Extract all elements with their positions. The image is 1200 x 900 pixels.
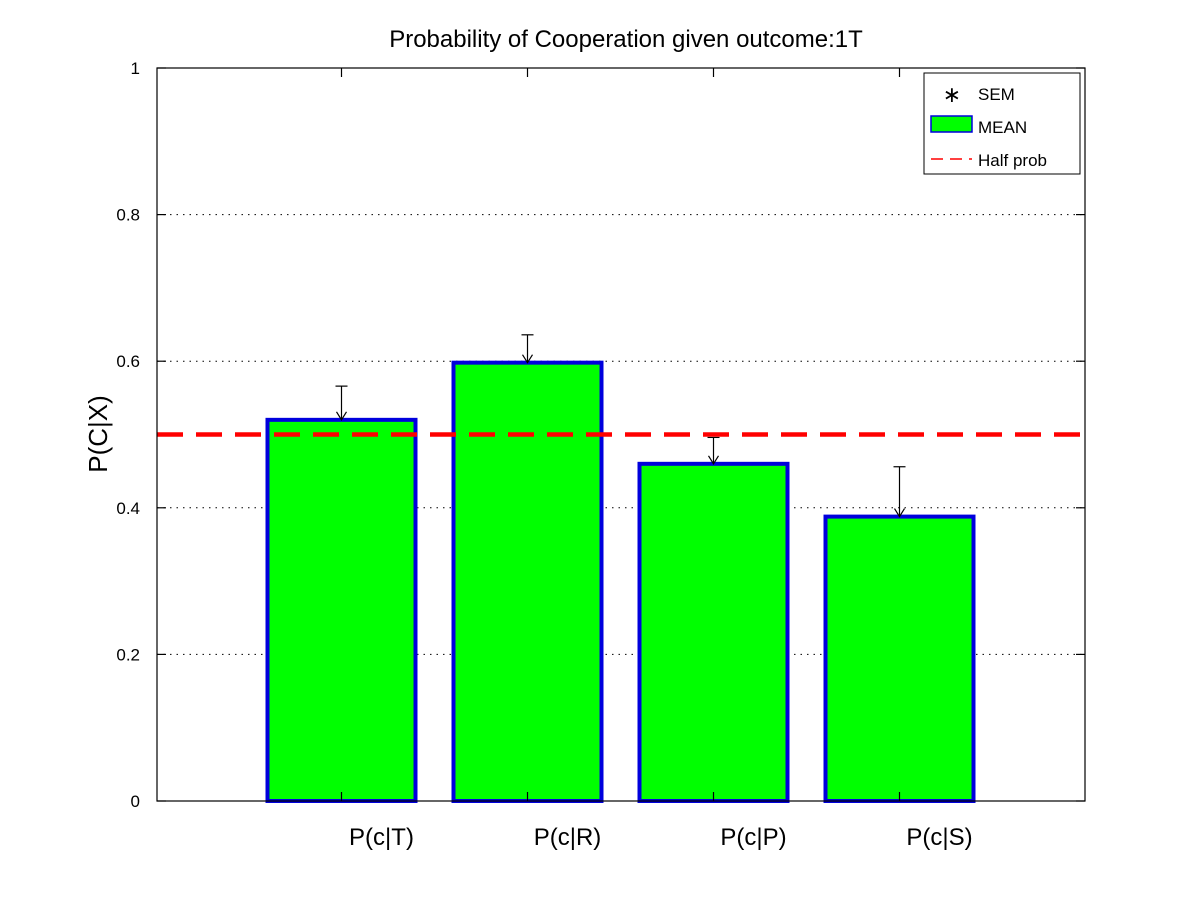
legend: ∗ SEM MEAN Half prob	[923, 72, 1081, 175]
legend-label-half-prob: Half prob	[978, 151, 1047, 170]
legend-label-sem: SEM	[978, 85, 1015, 104]
y-tick-label: 1	[131, 59, 140, 78]
x-category-label-1: P(c|T)	[349, 824, 414, 851]
axes-frame	[156, 67, 1086, 802]
y-tick-label: 0.4	[116, 499, 140, 518]
error-bars	[335, 334, 906, 518]
legend-mean-swatch	[930, 115, 973, 133]
bar-1	[265, 417, 418, 803]
chart-title: Probability of Cooperation given outcome…	[389, 26, 863, 53]
y-tick-label: 0.2	[116, 645, 140, 664]
errorbar-marker-1	[335, 411, 348, 421]
bar-4	[823, 514, 976, 803]
x-category-label-4: P(c|S)	[906, 824, 972, 851]
y-tick-label: 0	[131, 792, 140, 811]
errorbar-marker-3	[707, 455, 720, 465]
bar-2	[451, 360, 604, 803]
y-tick-label: 0.8	[116, 206, 140, 225]
x-category-label-3: P(c|P)	[720, 824, 786, 851]
bars	[265, 360, 976, 803]
errorbar-marker-4	[893, 508, 906, 518]
legend-sem-marker-icon: ∗	[943, 83, 961, 108]
errorbar-marker-2	[521, 354, 534, 364]
y-axis-label: P(C|X)	[83, 395, 113, 473]
x-category-label-2: P(c|R)	[534, 824, 602, 851]
bar-3	[637, 461, 790, 803]
y-ticks: 0 0.2 0.4 0.6 0.8 1	[116, 59, 1085, 811]
legend-label-mean: MEAN	[978, 118, 1027, 137]
y-tick-label: 0.6	[116, 352, 140, 371]
x-category-labels: P(c|T) P(c|R) P(c|P) P(c|S)	[349, 824, 973, 851]
